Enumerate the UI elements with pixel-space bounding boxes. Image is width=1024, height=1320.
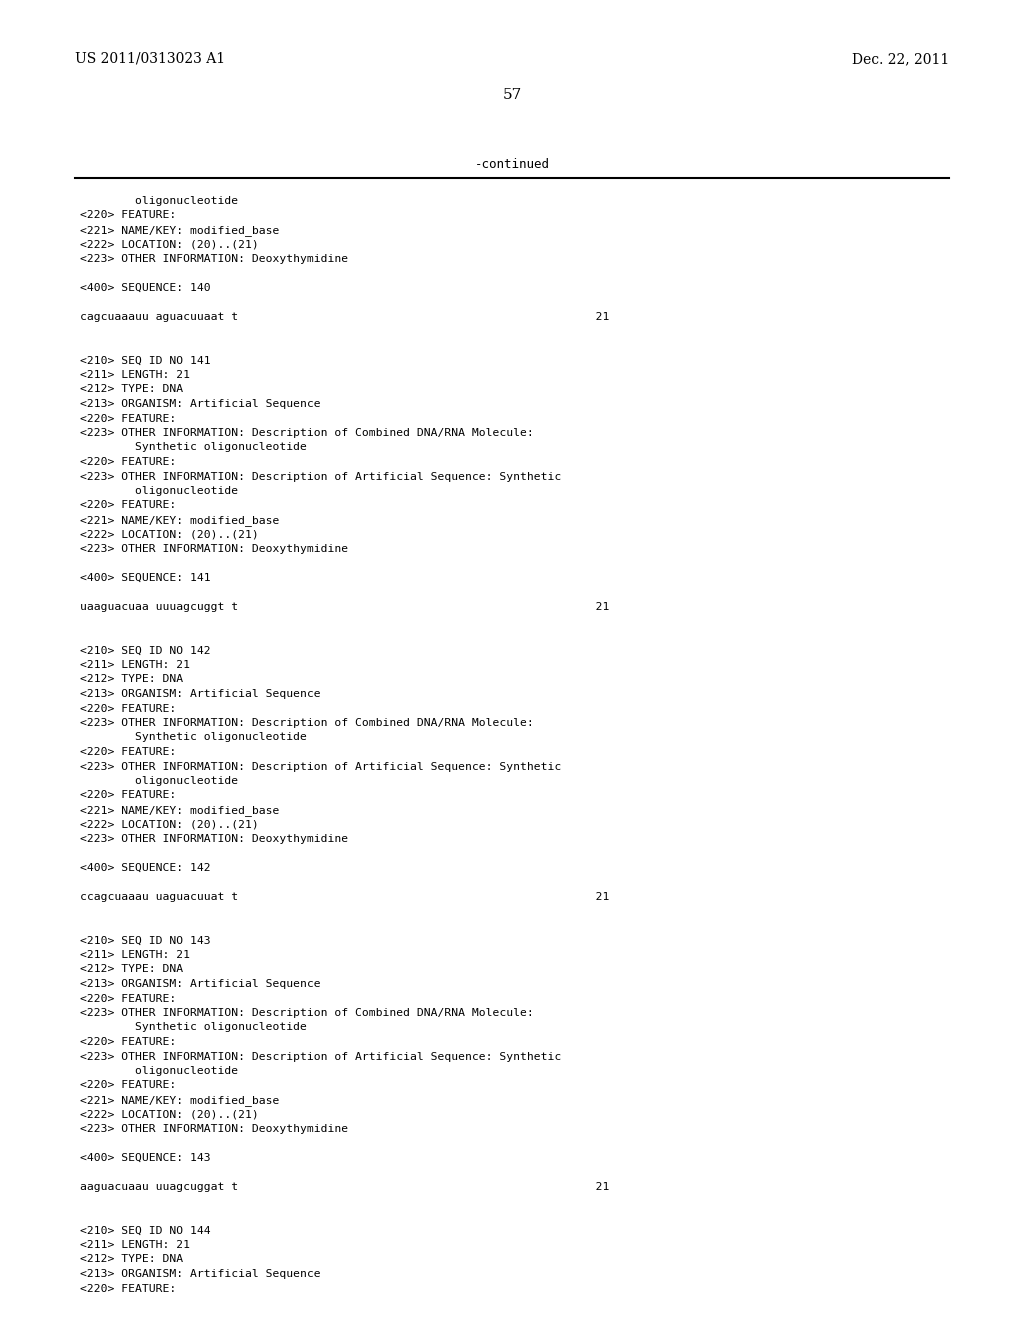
Text: cagcuaaauu aguacuuaat t                                                    21: cagcuaaauu aguacuuaat t 21 <box>80 312 609 322</box>
Text: <221> NAME/KEY: modified_base: <221> NAME/KEY: modified_base <box>80 1096 280 1106</box>
Text: <211> LENGTH: 21: <211> LENGTH: 21 <box>80 1239 190 1250</box>
Text: <220> FEATURE:: <220> FEATURE: <box>80 1038 176 1047</box>
Text: <211> LENGTH: 21: <211> LENGTH: 21 <box>80 370 190 380</box>
Text: <400> SEQUENCE: 142: <400> SEQUENCE: 142 <box>80 863 211 873</box>
Text: Dec. 22, 2011: Dec. 22, 2011 <box>852 51 949 66</box>
Text: <212> TYPE: DNA: <212> TYPE: DNA <box>80 675 183 685</box>
Text: oligonucleotide: oligonucleotide <box>80 195 239 206</box>
Text: <221> NAME/KEY: modified_base: <221> NAME/KEY: modified_base <box>80 515 280 525</box>
Text: <221> NAME/KEY: modified_base: <221> NAME/KEY: modified_base <box>80 224 280 236</box>
Text: <213> ORGANISM: Artificial Sequence: <213> ORGANISM: Artificial Sequence <box>80 689 321 700</box>
Text: <220> FEATURE:: <220> FEATURE: <box>80 500 176 511</box>
Text: <212> TYPE: DNA: <212> TYPE: DNA <box>80 384 183 395</box>
Text: oligonucleotide: oligonucleotide <box>80 776 239 785</box>
Text: Synthetic oligonucleotide: Synthetic oligonucleotide <box>80 733 307 742</box>
Text: <223> OTHER INFORMATION: Deoxythymidine: <223> OTHER INFORMATION: Deoxythymidine <box>80 544 348 554</box>
Text: <210> SEQ ID NO 142: <210> SEQ ID NO 142 <box>80 645 211 656</box>
Text: <213> ORGANISM: Artificial Sequence: <213> ORGANISM: Artificial Sequence <box>80 399 321 409</box>
Text: 57: 57 <box>503 88 521 102</box>
Text: <210> SEQ ID NO 143: <210> SEQ ID NO 143 <box>80 936 211 945</box>
Text: <220> FEATURE:: <220> FEATURE: <box>80 791 176 800</box>
Text: Synthetic oligonucleotide: Synthetic oligonucleotide <box>80 442 307 453</box>
Text: oligonucleotide: oligonucleotide <box>80 1067 239 1076</box>
Text: <211> LENGTH: 21: <211> LENGTH: 21 <box>80 660 190 671</box>
Text: <223> OTHER INFORMATION: Description of Artificial Sequence: Synthetic: <223> OTHER INFORMATION: Description of … <box>80 762 561 771</box>
Text: <212> TYPE: DNA: <212> TYPE: DNA <box>80 1254 183 1265</box>
Text: <400> SEQUENCE: 143: <400> SEQUENCE: 143 <box>80 1152 211 1163</box>
Text: <210> SEQ ID NO 144: <210> SEQ ID NO 144 <box>80 1225 211 1236</box>
Text: US 2011/0313023 A1: US 2011/0313023 A1 <box>75 51 225 66</box>
Text: <210> SEQ ID NO 141: <210> SEQ ID NO 141 <box>80 355 211 366</box>
Text: <220> FEATURE:: <220> FEATURE: <box>80 704 176 714</box>
Text: <220> FEATURE:: <220> FEATURE: <box>80 413 176 424</box>
Text: <223> OTHER INFORMATION: Deoxythymidine: <223> OTHER INFORMATION: Deoxythymidine <box>80 253 348 264</box>
Text: <222> LOCATION: (20)..(21): <222> LOCATION: (20)..(21) <box>80 1110 259 1119</box>
Text: oligonucleotide: oligonucleotide <box>80 486 239 496</box>
Text: <220> FEATURE:: <220> FEATURE: <box>80 457 176 467</box>
Text: uaaguacuaa uuuagcuggt t                                                    21: uaaguacuaa uuuagcuggt t 21 <box>80 602 609 612</box>
Text: <223> OTHER INFORMATION: Description of Artificial Sequence: Synthetic: <223> OTHER INFORMATION: Description of … <box>80 471 561 482</box>
Text: <220> FEATURE:: <220> FEATURE: <box>80 747 176 756</box>
Text: <400> SEQUENCE: 140: <400> SEQUENCE: 140 <box>80 282 211 293</box>
Text: <213> ORGANISM: Artificial Sequence: <213> ORGANISM: Artificial Sequence <box>80 1269 321 1279</box>
Text: <211> LENGTH: 21: <211> LENGTH: 21 <box>80 950 190 960</box>
Text: <213> ORGANISM: Artificial Sequence: <213> ORGANISM: Artificial Sequence <box>80 979 321 989</box>
Text: <212> TYPE: DNA: <212> TYPE: DNA <box>80 965 183 974</box>
Text: -continued: -continued <box>474 158 550 172</box>
Text: <222> LOCATION: (20)..(21): <222> LOCATION: (20)..(21) <box>80 529 259 540</box>
Text: <222> LOCATION: (20)..(21): <222> LOCATION: (20)..(21) <box>80 820 259 829</box>
Text: ccagcuaaau uaguacuuat t                                                    21: ccagcuaaau uaguacuuat t 21 <box>80 892 609 902</box>
Text: <223> OTHER INFORMATION: Deoxythymidine: <223> OTHER INFORMATION: Deoxythymidine <box>80 834 348 843</box>
Text: <223> OTHER INFORMATION: Description of Combined DNA/RNA Molecule:: <223> OTHER INFORMATION: Description of … <box>80 428 534 438</box>
Text: Synthetic oligonucleotide: Synthetic oligonucleotide <box>80 1023 307 1032</box>
Text: <220> FEATURE:: <220> FEATURE: <box>80 994 176 1003</box>
Text: <223> OTHER INFORMATION: Description of Combined DNA/RNA Molecule:: <223> OTHER INFORMATION: Description of … <box>80 718 534 729</box>
Text: <221> NAME/KEY: modified_base: <221> NAME/KEY: modified_base <box>80 805 280 816</box>
Text: <222> LOCATION: (20)..(21): <222> LOCATION: (20)..(21) <box>80 239 259 249</box>
Text: <220> FEATURE:: <220> FEATURE: <box>80 1283 176 1294</box>
Text: <223> OTHER INFORMATION: Deoxythymidine: <223> OTHER INFORMATION: Deoxythymidine <box>80 1125 348 1134</box>
Text: aaguacuaau uuagcuggat t                                                    21: aaguacuaau uuagcuggat t 21 <box>80 1181 609 1192</box>
Text: <223> OTHER INFORMATION: Description of Artificial Sequence: Synthetic: <223> OTHER INFORMATION: Description of … <box>80 1052 561 1061</box>
Text: <220> FEATURE:: <220> FEATURE: <box>80 210 176 220</box>
Text: <220> FEATURE:: <220> FEATURE: <box>80 1081 176 1090</box>
Text: <223> OTHER INFORMATION: Description of Combined DNA/RNA Molecule:: <223> OTHER INFORMATION: Description of … <box>80 1008 534 1018</box>
Text: <400> SEQUENCE: 141: <400> SEQUENCE: 141 <box>80 573 211 583</box>
